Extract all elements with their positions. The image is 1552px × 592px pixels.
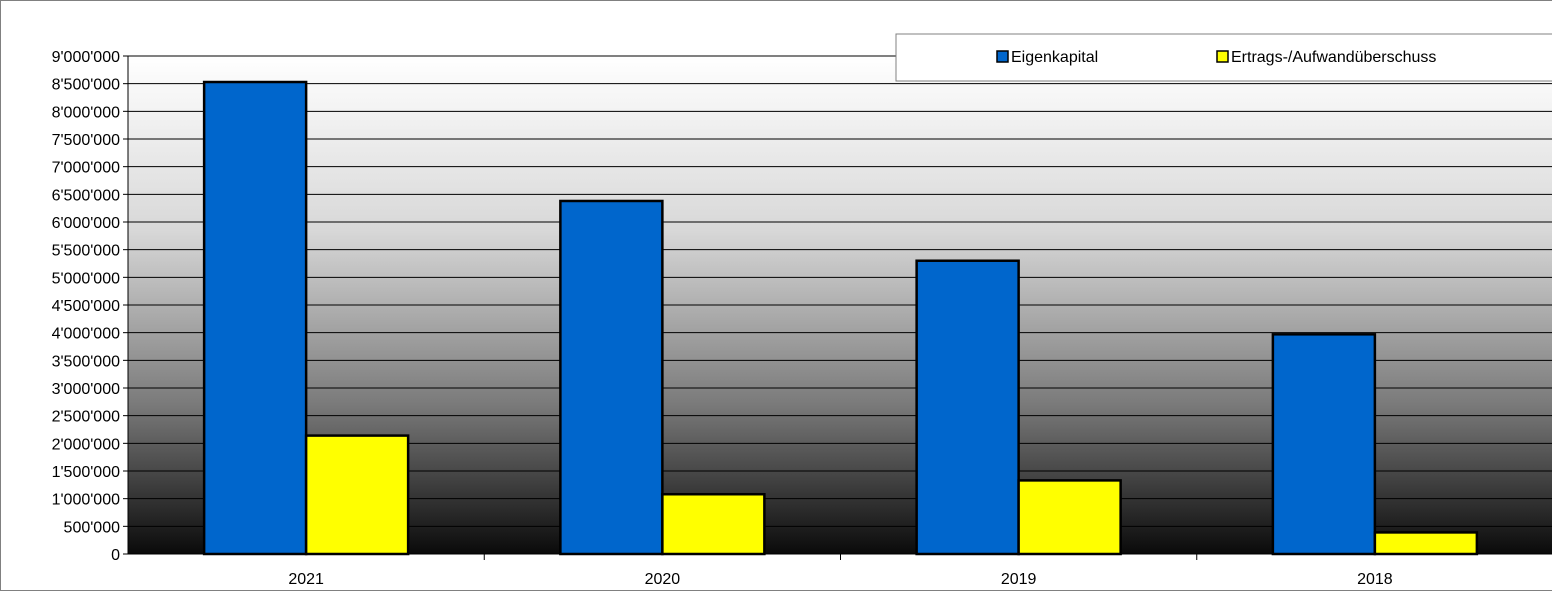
axes: 0 500'000 1'000'000 1'500'000 2'000'000 2'500…: [52, 49, 1552, 588]
y-tick-label: 6'500'000: [52, 187, 121, 204]
bar-ertrags-aufwand-berschuss-2021: [304, 434, 410, 556]
y-tick-label: 9'000'000: [52, 49, 121, 66]
y-tick-label: 3'000'000: [52, 381, 121, 398]
y-tick-label: 5'000'000: [52, 270, 121, 287]
x-tick-label: 2018: [1357, 571, 1393, 588]
x-tick-label: 2021: [288, 571, 324, 588]
y-tick-label: 8'000'000: [52, 104, 121, 121]
legend-label-ertrags-aufwandueberschuss: Ertrags-/Aufwandüberschuss: [1231, 49, 1436, 66]
y-tick-label: 8'500'000: [52, 77, 121, 94]
bar-eigenkapital-2020: [559, 199, 664, 556]
legend-swatch-eigenkapital: [996, 50, 1009, 63]
y-tick-label: 500'000: [64, 519, 121, 536]
bars: [202, 80, 1479, 556]
y-tick-label: 0: [111, 547, 120, 564]
legend-label-eigenkapital: Eigenkapital: [1011, 49, 1098, 66]
x-tick-label: 2020: [645, 571, 681, 588]
y-tick-label: 5'500'000: [52, 243, 121, 260]
y-tick-label: 7'000'000: [52, 160, 121, 177]
bar-ertrags-aufwand-berschuss-2018: [1373, 531, 1479, 556]
y-tick-label: 1'500'000: [52, 464, 121, 481]
y-tick-label: 6'000'000: [52, 215, 121, 232]
x-tick-label: 2019: [1001, 571, 1037, 588]
bar-eigenkapital-2019: [915, 259, 1020, 556]
y-tick-label: 7'500'000: [52, 132, 121, 149]
y-tick-label: 4'500'000: [52, 298, 121, 315]
y-tick-label: 2'500'000: [52, 409, 121, 426]
bar-eigenkapital-2021: [202, 80, 308, 556]
legend: Eigenkapital Ertrags-/Aufwandüberschuss: [895, 33, 1552, 82]
legend-swatch-ertrags-aufwandueberschuss: [1216, 50, 1229, 63]
bar-eigenkapital-2018: [1271, 333, 1377, 556]
bar-ertrags-aufwand-berschuss-2020: [661, 492, 766, 556]
y-tick-label: 4'000'000: [52, 326, 121, 343]
y-tick-label: 3'500'000: [52, 353, 121, 370]
y-tick-label: 1'000'000: [52, 492, 121, 509]
bar-ertrags-aufwand-berschuss-2019: [1017, 479, 1122, 556]
y-tick-label: 2'000'000: [52, 436, 121, 453]
